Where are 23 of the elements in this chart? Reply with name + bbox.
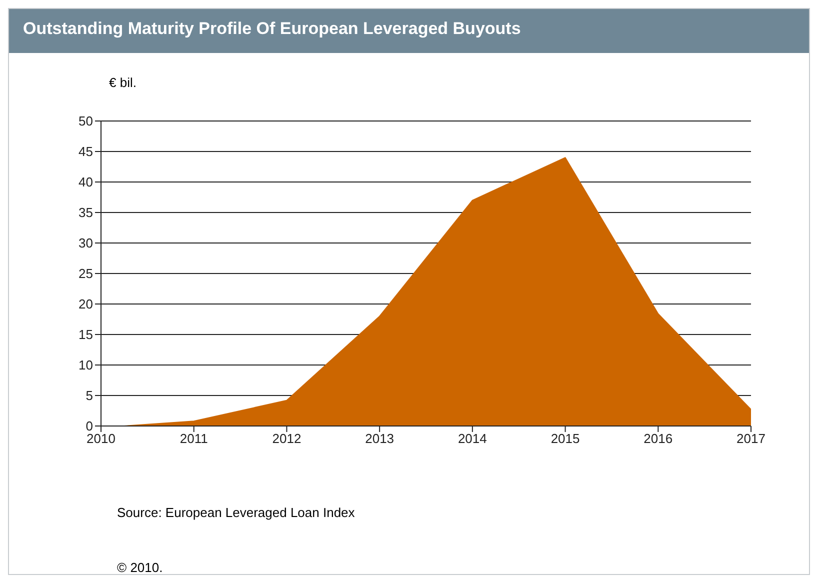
y-tick-label: 45	[78, 144, 93, 160]
text: © 2010.	[117, 560, 163, 575]
y-tick-label: 20	[78, 296, 93, 312]
y-tick-label: 50	[78, 114, 93, 129]
x-tick-label: 2014	[458, 431, 487, 446]
x-tick-label: 2016	[644, 431, 673, 446]
y-axis-title: € bil.	[109, 75, 136, 90]
y-tick-label: 30	[78, 236, 93, 251]
x-tick-label: 2012	[272, 431, 302, 446]
y-tick-label: 40	[78, 174, 93, 190]
source-note: Source: European Leveraged Loan Index	[117, 505, 355, 520]
x-tick-label: 2013	[365, 431, 394, 446]
y-tick-label: 15	[78, 327, 93, 342]
y-tick-label: 0	[86, 418, 93, 434]
y-tick-label: 10	[78, 358, 93, 373]
x-tick-label: 2015	[550, 431, 580, 446]
y-tick-label: 5	[86, 388, 93, 404]
x-tick-label: 2010	[86, 431, 116, 446]
x-tick-label: 2017	[736, 431, 766, 446]
y-tick-label: 35	[78, 205, 93, 220]
chart-title: Outstanding Maturity Profile Of European Leveraged Buyouts	[9, 9, 809, 53]
x-tick-label: 2011	[180, 431, 208, 446]
y-tick-label: 25	[78, 266, 93, 282]
